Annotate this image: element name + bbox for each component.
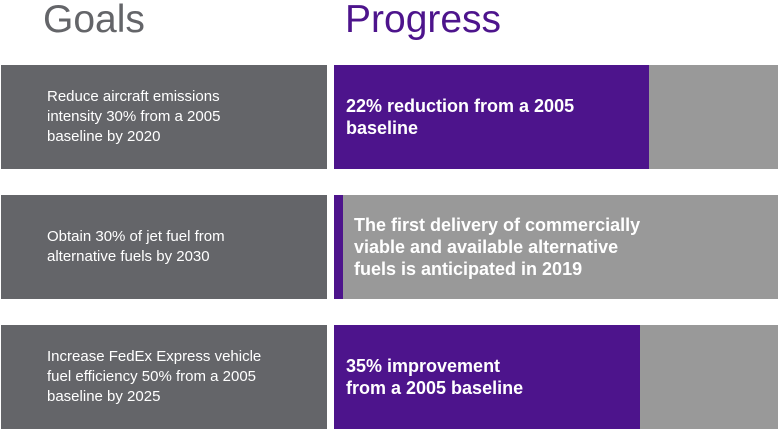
goal-row: Increase FedEx Express vehicle fuel effi… [0,325,778,429]
goal-cell: Reduce aircraft emissions intensity 30% … [1,65,327,169]
goal-text-line: Increase FedEx Express vehicle [47,348,262,365]
goal-text: Reduce aircraft emissions intensity 30% … [47,87,220,147]
goal-row: Obtain 30% of jet fuel from alternative … [0,195,778,299]
progress-text-line: The first delivery of commercially [354,215,641,235]
progress-track: The first delivery of commercially viabl… [334,195,778,299]
goal-text-line: alternative fuels by 2030 [47,248,210,265]
progress-text: 22% reduction from a 2005 baseline [346,65,768,169]
progress-track: 22% reduction from a 2005 baseline [334,65,778,169]
progress-text-line: 35% improvement [346,356,501,376]
progress-text: The first delivery of commercially viabl… [354,195,768,299]
progress-text-line: viable and available alternative [354,237,619,257]
goal-cell: Increase FedEx Express vehicle fuel effi… [1,325,327,429]
progress-text-line: from a 2005 baseline [346,378,524,398]
goal-text: Obtain 30% of jet fuel from alternative … [47,227,225,267]
progress-track: 35% improvement from a 2005 baseline [334,325,778,429]
progress-text-line: fuels is anticipated in 2019 [354,259,583,279]
progress-fill [334,195,343,299]
goal-text-line: Obtain 30% of jet fuel from [47,228,225,245]
goal-text-line: Reduce aircraft emissions [47,88,220,105]
goal-text-line: baseline by 2020 [47,128,161,145]
progress-text-line: baseline [346,118,419,138]
goal-cell: Obtain 30% of jet fuel from alternative … [1,195,327,299]
progress-fill [334,65,650,169]
goal-text-line: intensity 30% from a 2005 [47,108,221,125]
progress-fill [334,325,641,429]
goal-text-line: fuel efficiency 50% from a 2005 [47,368,257,385]
progress-text: 35% improvement from a 2005 baseline [346,325,768,429]
progress-heading: Progress [345,0,502,41]
goals-heading: Goals [43,0,145,41]
progress-text-line: 22% reduction from a 2005 [346,96,575,116]
goal-row: Reduce aircraft emissions intensity 30% … [0,65,778,169]
goal-text-line: baseline by 2025 [47,388,161,405]
goal-text: Increase FedEx Express vehicle fuel effi… [47,347,261,407]
